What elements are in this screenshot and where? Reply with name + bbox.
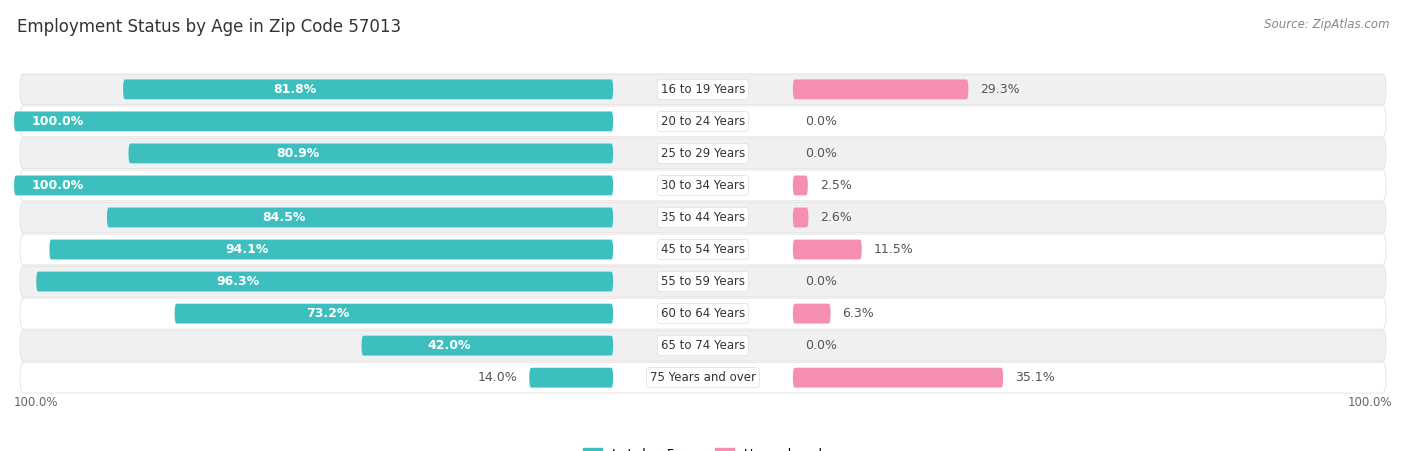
Text: 81.8%: 81.8% — [273, 83, 316, 96]
Text: 96.3%: 96.3% — [217, 275, 260, 288]
FancyBboxPatch shape — [20, 74, 1386, 105]
Text: 20 to 24 Years: 20 to 24 Years — [661, 115, 745, 128]
Text: 100.0%: 100.0% — [32, 115, 84, 128]
FancyBboxPatch shape — [793, 207, 808, 227]
Text: 75 Years and over: 75 Years and over — [650, 371, 756, 384]
Text: Employment Status by Age in Zip Code 57013: Employment Status by Age in Zip Code 570… — [17, 18, 401, 36]
FancyBboxPatch shape — [20, 202, 1386, 233]
Text: 35 to 44 Years: 35 to 44 Years — [661, 211, 745, 224]
Text: 80.9%: 80.9% — [277, 147, 319, 160]
FancyBboxPatch shape — [20, 170, 1386, 201]
Text: 60 to 64 Years: 60 to 64 Years — [661, 307, 745, 320]
FancyBboxPatch shape — [793, 368, 1002, 387]
FancyBboxPatch shape — [174, 304, 613, 323]
FancyBboxPatch shape — [20, 330, 1386, 361]
Text: 55 to 59 Years: 55 to 59 Years — [661, 275, 745, 288]
FancyBboxPatch shape — [20, 234, 1386, 265]
Text: 0.0%: 0.0% — [804, 275, 837, 288]
FancyBboxPatch shape — [20, 266, 1386, 297]
Text: 2.6%: 2.6% — [821, 211, 852, 224]
Text: 0.0%: 0.0% — [804, 147, 837, 160]
Text: 25 to 29 Years: 25 to 29 Years — [661, 147, 745, 160]
FancyBboxPatch shape — [20, 362, 1386, 393]
Text: 30 to 34 Years: 30 to 34 Years — [661, 179, 745, 192]
Text: 100.0%: 100.0% — [32, 179, 84, 192]
FancyBboxPatch shape — [793, 79, 969, 99]
Text: 94.1%: 94.1% — [225, 243, 269, 256]
FancyBboxPatch shape — [793, 304, 831, 323]
FancyBboxPatch shape — [107, 207, 613, 227]
Text: 14.0%: 14.0% — [478, 371, 517, 384]
Text: 16 to 19 Years: 16 to 19 Years — [661, 83, 745, 96]
Legend: In Labor Force, Unemployed: In Labor Force, Unemployed — [578, 443, 828, 451]
Text: 0.0%: 0.0% — [804, 115, 837, 128]
Text: 2.5%: 2.5% — [820, 179, 852, 192]
FancyBboxPatch shape — [793, 175, 808, 195]
FancyBboxPatch shape — [124, 79, 613, 99]
Text: 6.3%: 6.3% — [842, 307, 875, 320]
Text: 35.1%: 35.1% — [1015, 371, 1054, 384]
Text: 65 to 74 Years: 65 to 74 Years — [661, 339, 745, 352]
FancyBboxPatch shape — [37, 272, 613, 291]
Text: 100.0%: 100.0% — [14, 396, 59, 409]
Text: 100.0%: 100.0% — [1347, 396, 1392, 409]
FancyBboxPatch shape — [20, 298, 1386, 329]
FancyBboxPatch shape — [49, 239, 613, 259]
FancyBboxPatch shape — [529, 368, 613, 387]
Text: 11.5%: 11.5% — [873, 243, 914, 256]
Text: Source: ZipAtlas.com: Source: ZipAtlas.com — [1264, 18, 1389, 31]
Text: 0.0%: 0.0% — [804, 339, 837, 352]
FancyBboxPatch shape — [128, 143, 613, 163]
FancyBboxPatch shape — [14, 175, 613, 195]
Text: 29.3%: 29.3% — [980, 83, 1019, 96]
Text: 73.2%: 73.2% — [307, 307, 350, 320]
FancyBboxPatch shape — [361, 336, 613, 355]
FancyBboxPatch shape — [20, 106, 1386, 137]
Text: 45 to 54 Years: 45 to 54 Years — [661, 243, 745, 256]
Text: 42.0%: 42.0% — [427, 339, 471, 352]
FancyBboxPatch shape — [20, 138, 1386, 169]
FancyBboxPatch shape — [793, 239, 862, 259]
Text: 84.5%: 84.5% — [263, 211, 305, 224]
FancyBboxPatch shape — [14, 111, 613, 131]
